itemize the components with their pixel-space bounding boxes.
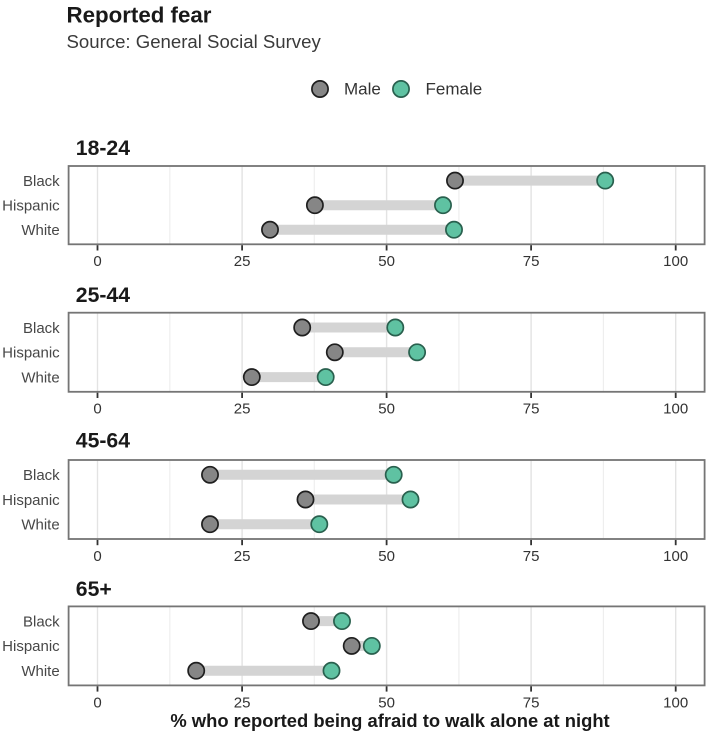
svg-text:Black: Black	[23, 173, 60, 190]
svg-text:25-44: 25-44	[76, 284, 130, 307]
svg-text:Male: Male	[344, 80, 381, 99]
svg-text:75: 75	[523, 401, 540, 418]
svg-text:Hispanic: Hispanic	[2, 492, 60, 509]
svg-text:White: White	[21, 663, 59, 680]
svg-text:Black: Black	[23, 613, 60, 630]
svg-text:25: 25	[234, 694, 251, 711]
svg-text:50: 50	[378, 548, 395, 565]
svg-text:75: 75	[523, 548, 540, 565]
svg-text:100: 100	[663, 253, 688, 270]
svg-text:0: 0	[93, 253, 101, 270]
svg-text:Hispanic: Hispanic	[2, 198, 60, 215]
svg-text:% who reported being afraid to: % who reported being afraid to walk alon…	[170, 710, 609, 731]
svg-text:White: White	[21, 517, 59, 534]
svg-text:50: 50	[378, 694, 395, 711]
svg-text:Hispanic: Hispanic	[2, 638, 60, 655]
svg-text:75: 75	[523, 253, 540, 270]
svg-text:45-64: 45-64	[76, 429, 130, 452]
svg-text:25: 25	[234, 401, 251, 418]
svg-text:18-24: 18-24	[76, 137, 130, 160]
svg-text:White: White	[21, 369, 59, 386]
svg-text:25: 25	[234, 253, 251, 270]
svg-text:Hispanic: Hispanic	[2, 345, 60, 362]
svg-text:0: 0	[93, 548, 101, 565]
svg-text:50: 50	[378, 401, 395, 418]
svg-text:Black: Black	[23, 320, 60, 337]
svg-text:Black: Black	[23, 467, 60, 484]
svg-text:Source: General Social Survey: Source: General Social Survey	[67, 31, 322, 52]
svg-text:0: 0	[93, 401, 101, 418]
svg-text:100: 100	[663, 548, 688, 565]
svg-text:Reported fear: Reported fear	[67, 2, 212, 27]
svg-text:White: White	[21, 222, 59, 239]
svg-text:100: 100	[663, 694, 688, 711]
svg-text:75: 75	[523, 694, 540, 711]
svg-text:25: 25	[234, 548, 251, 565]
svg-text:Female: Female	[426, 80, 483, 99]
svg-text:65+: 65+	[76, 578, 112, 601]
svg-text:50: 50	[378, 253, 395, 270]
svg-text:100: 100	[663, 401, 688, 418]
svg-text:0: 0	[93, 694, 101, 711]
